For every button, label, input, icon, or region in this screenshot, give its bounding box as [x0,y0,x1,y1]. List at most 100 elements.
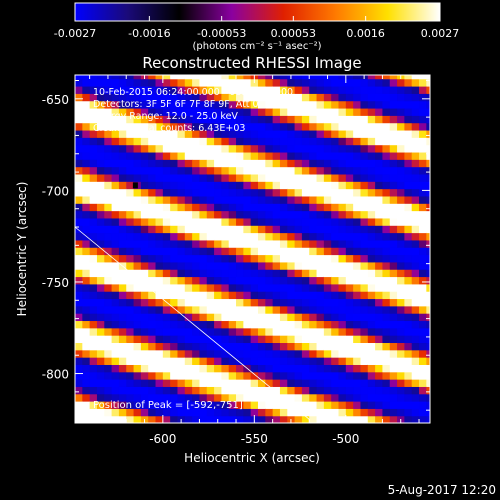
heatmap-cell [367,313,376,322]
heatmap-cell [426,313,430,322]
heatmap-cell [411,276,420,285]
heatmap-cell [228,166,237,175]
heatmap-cell [411,144,420,153]
heatmap-cell [279,254,288,263]
heatmap-cell [382,371,391,380]
heatmap-cell [199,100,208,109]
heatmap-cell [177,137,186,146]
heatmap-cell [257,401,266,409]
heatmap-cell [206,85,215,94]
heatmap-cell [345,129,354,138]
heatmap-cell [126,371,135,380]
heatmap-cell [397,188,405,197]
heatmap-cell [279,210,288,219]
heatmap-cell [228,269,237,278]
heatmap-cell [382,217,391,226]
heatmap-cell [397,298,405,307]
heatmap-cell [221,254,230,263]
x-tick-label: -500 [332,432,359,446]
heatmap-cell [404,239,413,248]
heatmap-cell [96,137,105,146]
heatmap-cell [419,298,427,307]
heatmap-cell [118,232,127,241]
heatmap-cell [272,283,281,292]
heatmap-cell [126,349,135,358]
heatmap-cell [111,305,120,314]
heatmap-cell [375,78,384,87]
heatmap-cell [214,151,222,160]
heatmap-cell [89,313,98,322]
heatmap-cell [184,247,193,256]
heatmap-cell [323,107,332,116]
heatmap-cell [375,254,384,263]
heatmap-cell [243,320,252,329]
heatmap-cell [148,181,157,190]
heatmap-cell [118,386,127,395]
heatmap-cell [353,342,362,351]
heatmap-cell [419,100,427,109]
heatmap-cell [243,327,252,336]
heatmap-cell [133,210,142,219]
heatmap-cell [287,151,296,160]
heatmap-cell [192,313,201,322]
heatmap-cell [265,357,274,365]
heatmap-cell [96,415,105,423]
heatmap-cell [170,115,179,124]
heatmap-cell [345,100,354,109]
heatmap-cell [272,239,281,248]
heatmap-cell [287,335,296,344]
heatmap-cell [96,408,105,417]
heatmap-cell [192,327,201,336]
heatmap-cell [162,379,171,387]
heatmap-cell [265,93,274,102]
heatmap-cell [316,386,325,395]
heatmap-cell [382,269,391,278]
heatmap-cell [75,210,83,219]
heatmap-cell [309,159,318,168]
heatmap-cell [162,129,171,138]
heatmap-cell [287,195,296,204]
heatmap-cell [140,269,149,278]
heatmap-cell [228,78,237,87]
heatmap-cell [367,122,376,131]
heatmap-cell [133,173,142,182]
heatmap-cell [265,305,274,314]
heatmap-cell [353,298,362,307]
heatmap-cell [404,276,413,285]
heatmap-cell [155,401,164,409]
heatmap-cell [236,415,244,423]
heatmap-cell [111,313,120,322]
heatmap-cell [360,408,369,417]
heatmap-cell [89,342,98,351]
heatmap-cell [206,210,215,219]
heatmap-cell [389,276,398,285]
heatmap-cell [206,129,215,138]
heatmap-cell [404,232,413,241]
heatmap-cell [426,386,430,395]
heatmap-cell [75,283,83,292]
heatmap-cell [389,401,398,409]
heatmap-cell [221,408,230,417]
heatmap-cell [316,298,325,307]
heatmap-cell [162,85,171,94]
heatmap-cell [89,357,98,365]
heatmap-cell [419,217,427,226]
heatmap-cell [155,239,164,248]
heatmap-cell [389,85,398,94]
heatmap-cell [126,291,135,300]
heatmap-cell [111,181,120,190]
heatmap-cell [155,261,164,270]
heatmap-cell [177,203,186,212]
heatmap-cell [272,408,281,417]
heatmap-cell [214,408,222,417]
heatmap-cell [228,320,237,329]
heatmap-cell [272,166,281,175]
heatmap-cell [287,349,296,358]
heatmap-cell [170,159,179,168]
heatmap-cell [294,269,303,278]
heatmap-cell [89,188,98,197]
heatmap-cell [316,269,325,278]
heatmap-cell [309,283,318,292]
heatmap-cell [426,254,430,263]
heatmap-cell [382,283,391,292]
